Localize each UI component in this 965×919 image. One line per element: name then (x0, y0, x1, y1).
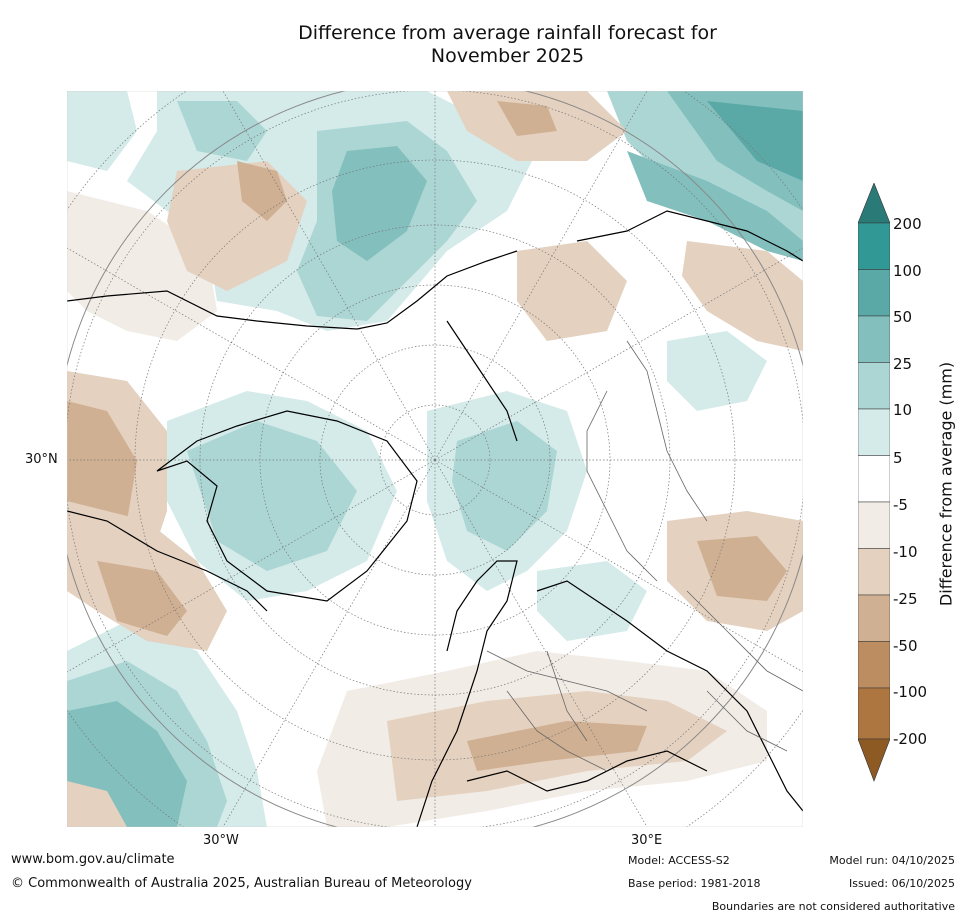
colorbar-segment (858, 455, 890, 503)
colorbar-segment (858, 362, 890, 410)
colorbar-segment (858, 408, 890, 456)
copyright-text: © Commonwealth of Australia 2025, Austra… (11, 876, 472, 891)
graticule (67, 91, 803, 827)
colorbar-tick-label: -100 (893, 683, 928, 701)
rainfall-anomaly-map (67, 91, 803, 827)
colorbar-segment (858, 594, 890, 642)
map-title: Difference from average rainfall forecas… (200, 22, 815, 68)
longitude-label-30w: 30°W (203, 833, 239, 848)
colorbar (858, 183, 890, 782)
title-line-1: Difference from average rainfall forecas… (298, 22, 717, 44)
coastlines (67, 210, 803, 827)
colorbar-tick-label: -200 (893, 730, 928, 748)
colorbar-segment (858, 687, 890, 740)
colorbar-segment (858, 222, 890, 270)
colorbar-tick-label: 10 (893, 401, 913, 419)
model-text: Model: ACCESS-S2 (628, 854, 730, 867)
colorbar-segment (858, 315, 890, 363)
colorbar-tick-label: -25 (893, 590, 918, 608)
issued-text: Issued: 06/10/2025 (848, 877, 955, 890)
disclaimer-text: Boundaries are not considered authoritat… (711, 900, 955, 913)
colorbar-title: Difference from average (mm) (936, 361, 956, 607)
website-link[interactable]: www.bom.gov.au/climate (11, 852, 175, 867)
drier-regions (67, 91, 803, 827)
colorbar-extend-bottom (858, 738, 890, 782)
country-boundaries (486, 340, 803, 772)
wetter-regions (67, 91, 803, 827)
colorbar-extend-top (858, 183, 890, 224)
colorbar-tick-label: -5 (893, 496, 908, 514)
latitude-label-30n: 30°N (25, 452, 58, 467)
title-line-2: November 2025 (430, 45, 585, 67)
colorbar-segment (858, 548, 890, 596)
colorbar-tick-label: 5 (893, 449, 903, 467)
colorbar-tick-label: 100 (893, 262, 922, 280)
longitude-label-30e: 30°E (631, 833, 663, 848)
colorbar-segment (858, 269, 890, 317)
colorbar-segment (858, 501, 890, 549)
colorbar-tick-label: 50 (893, 308, 913, 326)
model-run-text: Model run: 04/10/2025 (829, 854, 955, 867)
colorbar-tick-label: -50 (893, 637, 918, 655)
colorbar-segment (858, 641, 890, 689)
colorbar-tick-label: 200 (893, 215, 922, 233)
base-period-text: Base period: 1981-2018 (628, 877, 761, 890)
colorbar-tick-label: -10 (893, 543, 918, 561)
colorbar-tick-label: 25 (893, 355, 913, 373)
